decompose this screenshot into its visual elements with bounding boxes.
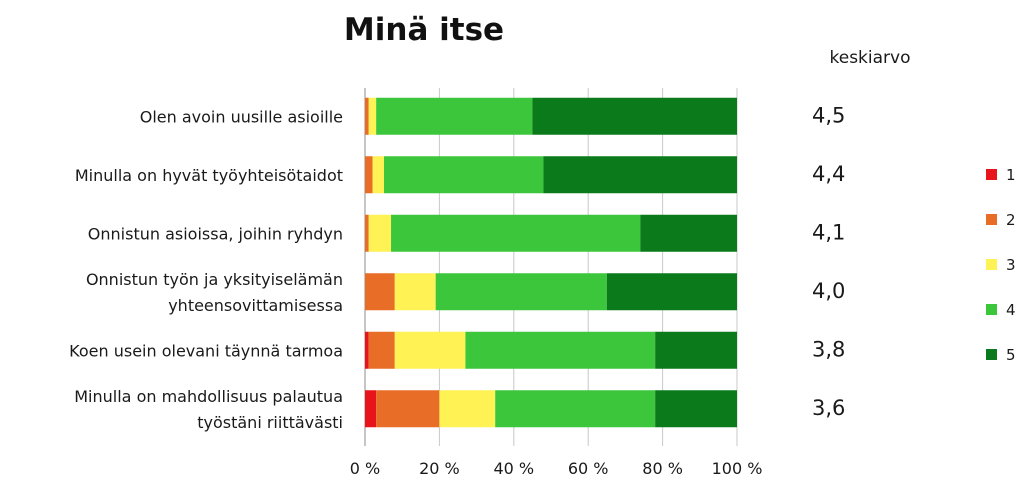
legend-label: 4 <box>1006 301 1016 319</box>
category-label: Koen usein olevani täynnä tarmoa <box>69 341 343 360</box>
bar-segment-3 <box>368 214 392 252</box>
bar-segment-5 <box>532 97 737 135</box>
category-label: työstäni riittävästi <box>197 413 343 432</box>
gridlines <box>364 88 738 446</box>
bar-segment-1 <box>365 390 377 428</box>
category-label: Onnistun asioissa, joihin ryhdyn <box>88 224 343 243</box>
legend-label: 3 <box>1006 256 1016 274</box>
bar-segment-4 <box>383 156 544 194</box>
bar-segment-2 <box>376 390 440 428</box>
chart-title: Minä itse <box>344 12 504 48</box>
category-label: Minulla on mahdollisuus palautua <box>74 387 343 406</box>
bar-segment-2 <box>365 97 369 135</box>
x-tick-label: 80 % <box>642 459 683 478</box>
bar-segment-2 <box>365 273 395 311</box>
average-value: 4,1 <box>812 220 845 244</box>
x-tick-label: 40 % <box>493 459 534 478</box>
bar-segment-4 <box>391 214 641 252</box>
legend-swatch-5 <box>986 349 997 360</box>
bar-segment-2 <box>368 331 395 369</box>
average-values: 4,5 4,4 4,1 4,0 3,8 3,6 <box>812 103 845 420</box>
average-value: 4,0 <box>812 279 845 303</box>
average-header: keskiarvo <box>830 48 911 68</box>
legend-label: 2 <box>1006 211 1016 229</box>
x-axis-ticks: 0 % 20 % 40 % 60 % 80 % 100 % <box>350 459 763 478</box>
x-tick-label: 0 % <box>350 459 380 478</box>
bar-segment-5 <box>543 156 737 194</box>
average-value: 3,6 <box>812 396 845 420</box>
category-label: Minulla on hyvät työyhteisötaidot <box>75 166 343 185</box>
bar-segment-4 <box>435 273 607 311</box>
bar-segment-5 <box>606 273 737 311</box>
bar-segment-2 <box>365 156 373 194</box>
average-value: 4,4 <box>812 162 845 186</box>
x-tick-label: 100 % <box>712 459 763 478</box>
bar-segment-3 <box>394 273 436 311</box>
category-label: Onnistun työn ja yksityiselämän <box>86 270 343 289</box>
category-labels: Olen avoin uusille asioille Minulla on hy… <box>69 107 343 432</box>
average-value: 3,8 <box>812 337 845 361</box>
category-label: yhteensovittamisessa <box>168 296 343 315</box>
bar-segment-5 <box>640 214 737 252</box>
category-label: Olen avoin uusille asioille <box>140 107 343 126</box>
bar-segment-4 <box>495 390 656 428</box>
legend-swatch-3 <box>986 259 997 270</box>
bar-segment-2 <box>365 214 369 252</box>
legend-swatch-1 <box>986 169 997 180</box>
x-tick-label: 20 % <box>419 459 460 478</box>
bar-segment-1 <box>365 331 369 369</box>
legend-label: 1 <box>1006 166 1016 184</box>
x-tick-label: 60 % <box>568 459 609 478</box>
bar-segment-5 <box>655 390 737 428</box>
average-value: 4,5 <box>812 103 845 127</box>
legend-swatch-2 <box>986 214 997 225</box>
bar-segment-3 <box>439 390 496 428</box>
bar-segment-5 <box>655 331 737 369</box>
bar-segment-3 <box>372 156 384 194</box>
bar-segment-3 <box>368 97 377 135</box>
legend: 1 2 3 4 5 <box>986 166 1016 364</box>
bar-segment-3 <box>394 331 466 369</box>
bar-segment-4 <box>376 97 533 135</box>
legend-swatch-4 <box>986 304 997 315</box>
legend-label: 5 <box>1006 346 1016 364</box>
bars <box>365 97 737 428</box>
bar-segment-4 <box>465 331 656 369</box>
